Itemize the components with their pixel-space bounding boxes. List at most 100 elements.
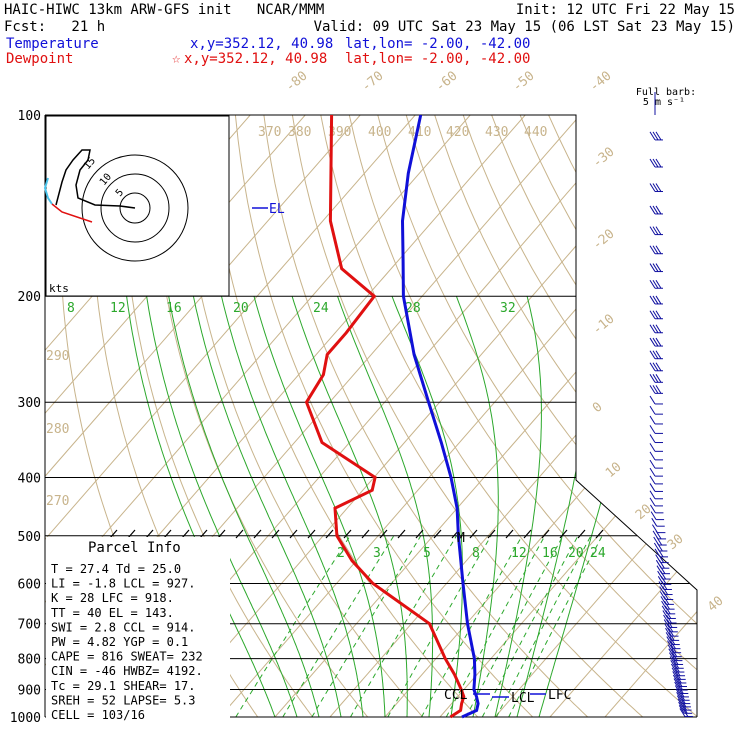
wind-barb-flag — [660, 570, 667, 580]
mixing-ratio-label: 28 — [405, 301, 421, 316]
hatch-mark — [163, 529, 172, 539]
dewpoint-legend: Dewpoint — [6, 51, 73, 67]
valid-time: Valid: 09 UTC Sat 23 May 15 (06 LST Sat … — [314, 19, 735, 35]
wind-barb-flag — [649, 279, 656, 289]
wind-barb-flag — [663, 619, 670, 628]
wind-barb-flag — [673, 678, 680, 687]
hodograph-ring — [119, 192, 151, 224]
wind-barb-flag — [649, 467, 656, 477]
mixing-ratio-line — [311, 535, 422, 717]
hatch-mark — [325, 529, 334, 539]
wind-barb-flag — [655, 385, 662, 394]
barb-scale-label: Full barb: — [636, 87, 696, 98]
wind-barb-flag — [676, 678, 683, 687]
wind-barb-flag — [673, 663, 680, 673]
hatch-mark — [235, 529, 244, 539]
wind-barb-flag — [649, 205, 656, 215]
wind-barb-flag — [655, 310, 662, 320]
wind-barb-flag — [649, 405, 656, 415]
parcel-info-row: LI = -1.8 LCL = 927. — [51, 577, 196, 591]
wind-barb-flag — [652, 183, 659, 192]
wind-barb-flag — [652, 263, 659, 272]
lfc-label: LFC — [548, 688, 571, 703]
pressure-tick-label: 1000 — [10, 711, 41, 726]
wind-barb-flag — [667, 644, 674, 653]
wind-barb-flag — [674, 667, 681, 677]
hatch-mark — [343, 529, 352, 539]
wind-barb-flag — [663, 596, 670, 605]
wind-barb-flag — [662, 586, 669, 595]
wind-barb-flag — [658, 554, 665, 563]
hatch-mark — [541, 529, 550, 539]
wind-barb-flag — [652, 310, 659, 320]
mixing-ratio-line — [350, 535, 457, 717]
wind-barb-flag — [675, 671, 682, 680]
wind-barb-flag — [652, 158, 659, 168]
dewpoint-line — [304, 114, 466, 719]
wind-barb-flag — [649, 497, 656, 507]
wind-barb-flag — [655, 324, 662, 334]
isotherm-label: -20 — [590, 226, 618, 253]
theta-label: 440 — [524, 125, 547, 140]
mixing-ratio-label: 8 — [472, 546, 480, 561]
mixing-ratio-line — [465, 535, 564, 717]
dry-adiabat — [662, 115, 697, 717]
theta-label: 400 — [368, 125, 391, 140]
temperature-xy: x,y=352.12, 40.98 — [190, 36, 333, 52]
isotherm-label: 10 — [603, 460, 625, 482]
wind-barb-flag — [667, 640, 673, 649]
wind-barb-flag — [649, 350, 656, 359]
wind-barb-flag — [655, 205, 662, 215]
wind-barb-flag — [668, 652, 675, 661]
mixing-ratio-label: 16 — [166, 301, 182, 316]
wind-barb-flag — [652, 362, 659, 372]
wind-barb-flag — [665, 627, 671, 637]
wind-barb-flag — [679, 708, 686, 717]
wind-barb-flag — [652, 385, 659, 394]
dry-adiabat — [291, 115, 644, 717]
wind-barb-flag — [655, 245, 662, 254]
isotherm-label: 20 — [633, 502, 655, 524]
theta-label: 420 — [446, 125, 469, 140]
wind-barb-flag — [659, 591, 666, 600]
wind-barb-flag — [649, 245, 656, 254]
frame-outline — [45, 114, 698, 717]
hatch-mark — [217, 529, 226, 539]
dry-adiabat — [605, 115, 697, 717]
wind-barb-flag — [678, 688, 685, 698]
ccl-label: CCL — [444, 688, 468, 703]
mixing-ratio-label: 16 — [542, 546, 558, 561]
lcl-label: LCL — [511, 691, 535, 706]
parcel-info-row: K = 28 LFC = 918. — [51, 591, 174, 605]
hatch-mark — [127, 529, 136, 539]
wind-barb-flag — [649, 385, 656, 394]
wind-barb-flag — [670, 644, 677, 653]
isotherm-label: 0 — [590, 400, 606, 417]
temperature-latlon: lat,lon= -2.00, -42.00 — [345, 36, 530, 52]
hatch-mark — [289, 529, 298, 539]
wind-barb-flag — [655, 158, 662, 168]
temperature-legend: Temperature — [6, 36, 99, 52]
wind-barb-flag — [665, 632, 672, 641]
wind-barb-flag — [649, 131, 656, 141]
wind-barb-flag — [652, 295, 659, 305]
isotherm-label: 40 — [705, 594, 727, 616]
hatch-mark — [181, 529, 190, 539]
pressure-tick-label: 900 — [18, 683, 41, 698]
wind-barb-flag — [675, 688, 682, 698]
wind-barb-flag — [680, 698, 687, 708]
mixing-ratio-label: 12 — [110, 301, 126, 316]
mixing-ratio-label: 24 — [313, 301, 329, 316]
wind-barb-flag — [672, 656, 679, 665]
wind-barb-flag — [655, 226, 662, 235]
pressure-tick-label: 200 — [18, 290, 41, 305]
wind-barb-flag — [649, 310, 656, 320]
wind-barb-flag — [682, 708, 689, 717]
dry-adiabat — [206, 115, 479, 717]
isotherm-label: -80 — [283, 68, 311, 95]
wind-barb-flag — [655, 350, 662, 359]
wind-barb-flag — [679, 692, 686, 701]
hodograph-trace-upper — [55, 149, 136, 209]
hatch-mark — [505, 529, 514, 539]
